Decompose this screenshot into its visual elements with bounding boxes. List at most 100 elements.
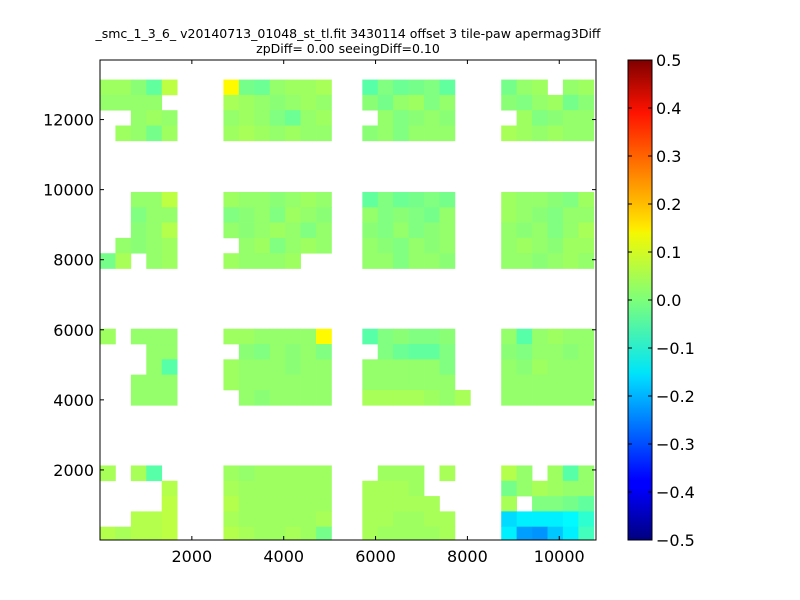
heatmap-cell — [408, 253, 425, 269]
heatmap-cell — [100, 526, 116, 541]
heatmap-cell — [300, 480, 317, 497]
heatmap-cell — [393, 222, 409, 239]
heatmap-cell — [424, 359, 440, 375]
heatmap-cell — [254, 110, 271, 126]
heatmap-cell — [254, 222, 271, 239]
heatmap-cell — [439, 94, 456, 111]
heatmap-cell — [516, 253, 533, 269]
heatmap-cell — [439, 374, 456, 391]
heatmap-cell — [424, 207, 440, 223]
heatmap-cell — [254, 511, 271, 528]
heatmap-cell — [269, 496, 286, 512]
heatmap-cell — [269, 480, 286, 497]
heatmap-cell — [377, 389, 394, 406]
heatmap-cell — [578, 207, 595, 223]
heatmap-cell — [516, 344, 533, 360]
heatmap-cell — [285, 496, 301, 512]
heatmap-cell — [238, 344, 255, 360]
colorbar-tick-label: 0.4 — [656, 99, 681, 118]
heatmap-cell — [547, 191, 564, 208]
heatmap-cell — [439, 389, 456, 406]
heatmap-cell — [532, 328, 548, 345]
heatmap-cell — [562, 496, 579, 512]
heatmap-cell — [501, 207, 517, 223]
colorbar-tick-label: −0.2 — [656, 387, 695, 406]
heatmap-cell — [146, 79, 163, 96]
heatmap-cell — [269, 344, 286, 360]
heatmap-cell — [578, 222, 595, 239]
heatmap-cell — [501, 253, 517, 269]
heatmap-cell — [393, 79, 409, 96]
heatmap-cell — [146, 237, 163, 254]
colorbar-tick-label: −0.4 — [656, 483, 695, 502]
heatmap-cell — [532, 94, 548, 111]
heatmap-cell — [393, 374, 409, 391]
heatmap-cell — [254, 374, 271, 391]
heatmap-cell — [516, 110, 533, 126]
heatmap-cell — [562, 344, 579, 360]
heatmap-cell — [424, 526, 440, 541]
heatmap-cell — [516, 125, 533, 142]
heatmap-cell — [300, 125, 317, 142]
x-axis: 2000 4000 6000 8000 10000 — [171, 60, 585, 566]
heatmap-cell — [362, 374, 379, 391]
heatmap-cell — [362, 79, 379, 96]
heatmap-cell — [146, 389, 163, 406]
heatmap-cell — [547, 253, 564, 269]
heatmap-cell — [316, 465, 332, 482]
heatmap-cell — [424, 222, 440, 239]
heatmap-cell — [238, 222, 255, 239]
heatmap-cell — [130, 222, 147, 239]
heatmap-cell — [578, 237, 595, 254]
heatmap-cell — [316, 511, 332, 528]
heatmap-cell — [562, 237, 579, 254]
chart-subtitle: zpDiff= 0.00 seeingDiff=0.10 — [256, 41, 440, 56]
heatmap-cell — [501, 465, 517, 482]
heatmap-cell — [562, 94, 579, 111]
heatmap-cell — [146, 110, 163, 126]
heatmap-cell — [424, 389, 440, 406]
heatmap-cell — [501, 344, 517, 360]
heatmap-cell — [578, 359, 595, 375]
heatmap-cell — [408, 374, 425, 391]
heatmap-cell — [223, 328, 240, 345]
heatmap-cell — [130, 374, 147, 391]
heatmap-cell — [316, 389, 332, 406]
heatmap-cell — [238, 480, 255, 497]
heatmap-cell — [578, 389, 595, 406]
heatmap-cell — [547, 480, 564, 497]
heatmap-cell — [424, 511, 440, 528]
heatmap-cell — [393, 359, 409, 375]
colorbar-tick-label: 0.5 — [656, 51, 681, 70]
heatmap-cell — [300, 328, 317, 345]
heatmap-cell — [161, 237, 178, 254]
heatmap-cell — [146, 125, 163, 142]
heatmap-cell — [377, 328, 394, 345]
heatmap-cell — [254, 480, 271, 497]
heatmap-cell — [316, 110, 332, 126]
heatmap-cell — [146, 465, 163, 482]
heatmap-cell — [547, 496, 564, 512]
heatmap-cell — [269, 374, 286, 391]
heatmap-cell — [100, 328, 116, 345]
heatmap-cell — [562, 359, 579, 375]
heatmap-cell — [146, 191, 163, 208]
y-axis: 2000 4000 6000 8000 10000 12000 — [43, 111, 596, 480]
heatmap-cell — [269, 526, 286, 541]
heatmap-cell — [285, 344, 301, 360]
heatmap-cell — [362, 496, 379, 512]
heatmap-cell — [146, 344, 163, 360]
heatmap-cell — [547, 526, 564, 541]
heatmap-cell — [161, 222, 178, 239]
heatmap-cell — [285, 465, 301, 482]
heatmap-cell — [562, 511, 579, 528]
heatmap-cell — [377, 465, 394, 482]
heatmap-cell — [161, 79, 178, 96]
heatmap-cell — [269, 389, 286, 406]
heatmap-cell — [578, 526, 595, 541]
heatmap-cell — [532, 511, 548, 528]
heatmap-cell — [285, 79, 301, 96]
heatmap-cell — [254, 94, 271, 111]
heatmap-cell — [501, 389, 517, 406]
heatmap-cell — [362, 222, 379, 239]
